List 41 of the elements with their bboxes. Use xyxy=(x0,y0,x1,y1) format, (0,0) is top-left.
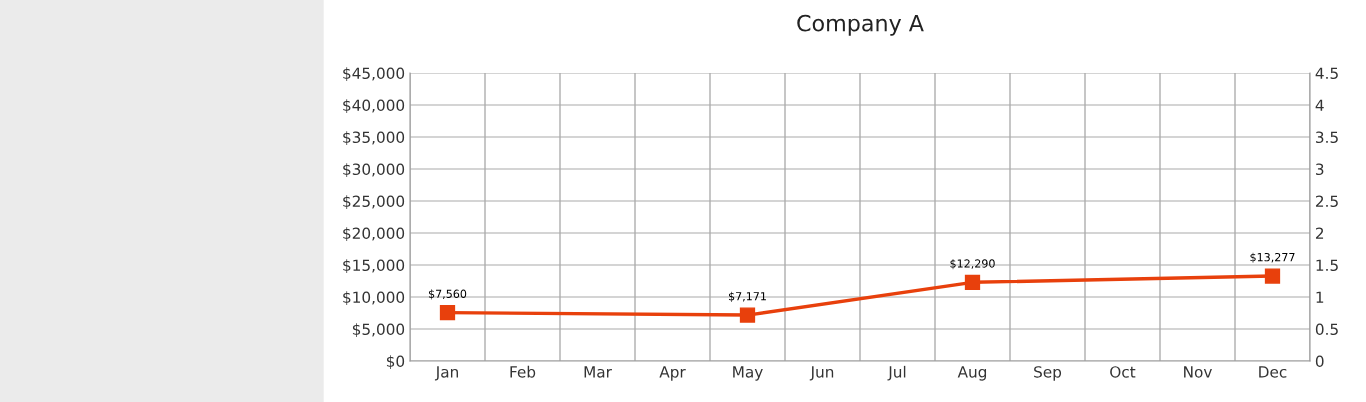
text: $12,290 xyxy=(950,259,995,270)
x-tick-label: Jan xyxy=(434,366,458,381)
y-tick-label: $20,000 xyxy=(343,227,405,242)
point xyxy=(964,274,981,290)
x-tick-label: May xyxy=(733,366,763,381)
x-tick-label: Oct xyxy=(1110,366,1136,378)
y2-tick-label: 3.5 xyxy=(1316,131,1338,144)
y2-tick-label: 0.5 xyxy=(1315,323,1338,336)
y2-tick-label: 4 xyxy=(1315,99,1324,111)
x-tick-label: Dec xyxy=(1259,366,1287,378)
x-tick-label: Mar xyxy=(584,366,612,378)
y-tick-label: $15,000 xyxy=(343,259,405,274)
y2-tick-label: 2 xyxy=(1315,227,1324,239)
x-tick-label: Sep xyxy=(1034,366,1062,381)
y-tick-label: $30,000 xyxy=(343,163,405,178)
y-tick-label: $45,000 xyxy=(343,67,405,82)
x-tick-label: Jun xyxy=(809,366,834,381)
point xyxy=(1264,268,1281,284)
y-tick-label: $40,000 xyxy=(343,99,405,114)
y-tick-label: $10,000 xyxy=(343,291,405,306)
y2-tick-label: 4.5 xyxy=(1315,67,1338,80)
y2-tick-label: 1.5 xyxy=(1316,259,1338,272)
x-tick-label: Apr xyxy=(659,366,686,381)
y-tick-label: $25,000 xyxy=(343,195,405,210)
y-tick-label: $0 xyxy=(386,355,405,370)
point xyxy=(439,304,456,321)
x-tick-label: Feb xyxy=(510,365,536,378)
x-tick-label: Aug xyxy=(957,366,987,381)
x-tick-label: Nov xyxy=(1184,366,1212,378)
x-tick-label: Jul xyxy=(887,365,906,381)
chart-title: Company A xyxy=(797,14,924,36)
text: $13,277 xyxy=(1250,252,1295,263)
y2-tick-label: 2.5 xyxy=(1315,195,1338,208)
y2-tick-label: 0 xyxy=(1315,355,1324,368)
y2-tick-label: 3 xyxy=(1316,163,1324,176)
text: $7,560 xyxy=(428,289,467,300)
point xyxy=(739,307,756,323)
y2-tick-label: 1 xyxy=(1316,291,1324,303)
text: $7,171 xyxy=(728,291,766,302)
y-tick-label: $35,000 xyxy=(343,131,405,146)
y-tick-label: $5,000 xyxy=(352,323,405,338)
